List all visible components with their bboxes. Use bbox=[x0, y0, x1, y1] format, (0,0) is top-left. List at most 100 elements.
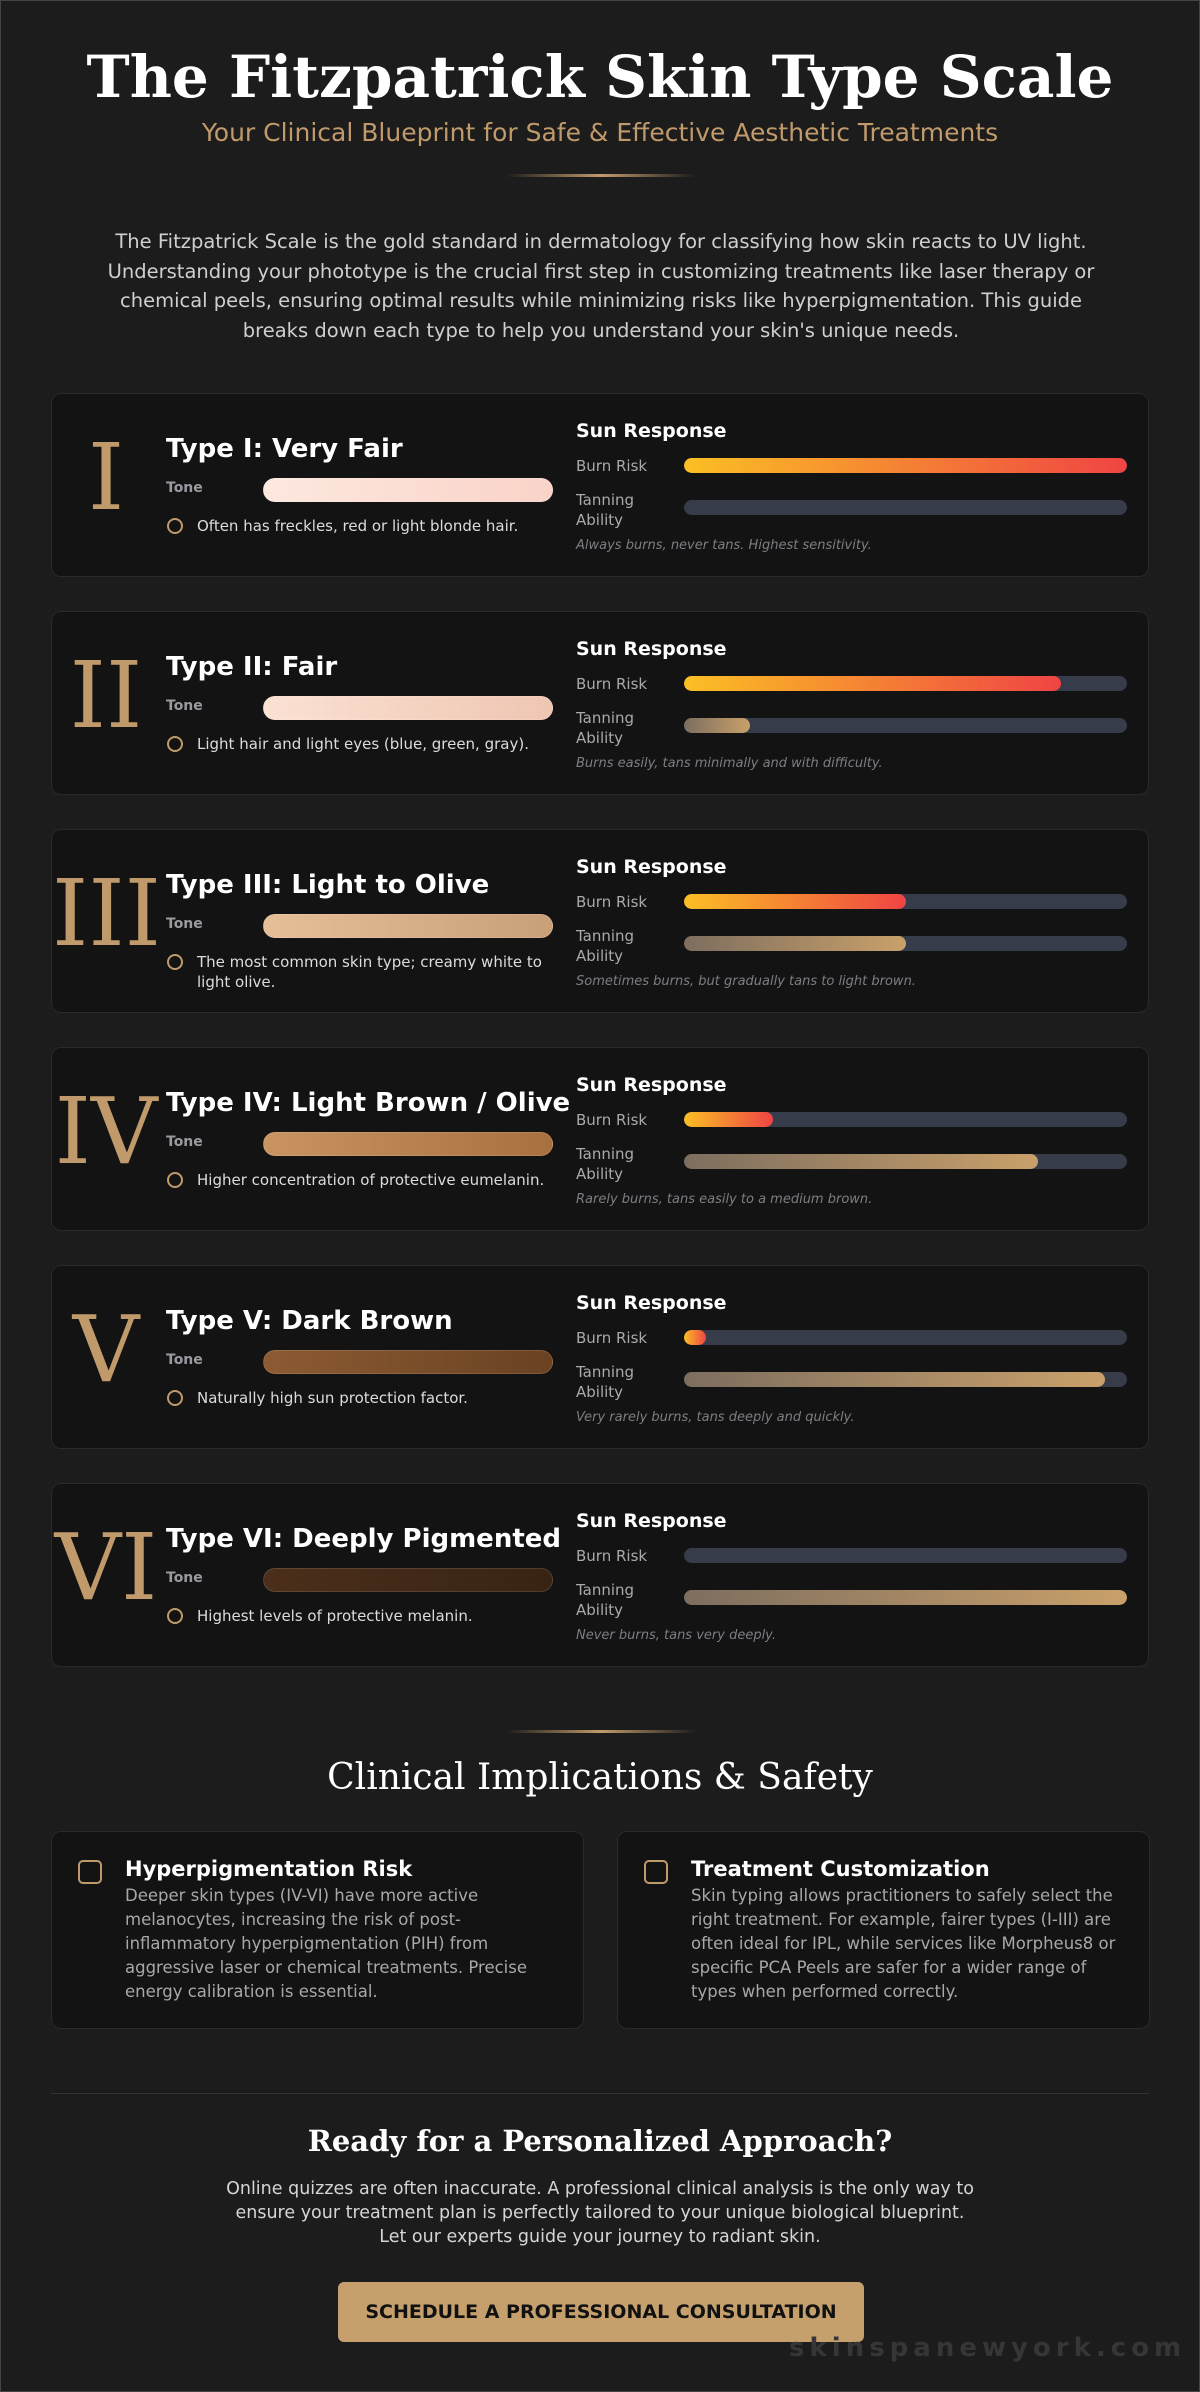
type-name: Type I: Very Fair bbox=[166, 434, 403, 464]
cta-title: Ready for a Personalized Approach? bbox=[307, 2124, 893, 2158]
sun-heading: Sun Response bbox=[576, 856, 727, 878]
type-card: I Type I: Very Fair Tone Often has freckles… bbox=[51, 393, 1149, 577]
tone-swatch bbox=[263, 1568, 553, 1592]
type-card: II Type II: Fair Tone Light hair and light … bbox=[51, 611, 1149, 795]
type-name: Type V: Dark Brown bbox=[166, 1306, 453, 1336]
burn-label: Burn Risk bbox=[576, 1111, 648, 1129]
separator bbox=[51, 2093, 1149, 2094]
title: The Fitzpatrick Skin Type Scale bbox=[86, 43, 1114, 111]
burn-bar bbox=[684, 1330, 707, 1345]
type-card: VI Type VI: Deeply Pigmented Tone Highest l… bbox=[51, 1483, 1149, 1667]
burn-bar bbox=[684, 1112, 773, 1127]
tone-swatch bbox=[263, 1350, 553, 1374]
tone-swatch bbox=[263, 696, 553, 720]
numeral: I bbox=[87, 424, 125, 531]
tan-bar bbox=[684, 1372, 1105, 1387]
divider bbox=[506, 1730, 696, 1733]
icon bbox=[78, 1860, 102, 1884]
numeral: VI bbox=[54, 1514, 158, 1621]
sun-heading: Sun Response bbox=[576, 420, 727, 442]
sun-heading: Sun Response bbox=[576, 1292, 727, 1314]
summary: Always burns, never tans. Highest sensit… bbox=[576, 538, 872, 553]
bar-track bbox=[684, 458, 1127, 473]
bar-track bbox=[684, 1372, 1127, 1387]
icon bbox=[167, 1390, 183, 1406]
intro: The Fitzpatrick Scale is the gold standa… bbox=[107, 230, 1095, 342]
card-title: Hyperpigmentation Risk bbox=[125, 1857, 413, 1881]
numeral: II bbox=[69, 642, 143, 749]
summary: Rarely burns, tans easily to a medium br… bbox=[576, 1192, 873, 1207]
tone-label: Tone bbox=[166, 1134, 203, 1150]
tone-swatch bbox=[263, 914, 553, 938]
summary: Never burns, tans very deeply. bbox=[576, 1628, 777, 1643]
bar-track bbox=[684, 894, 1127, 909]
icon bbox=[644, 1860, 668, 1884]
icon bbox=[167, 1172, 183, 1188]
tone-label: Tone bbox=[166, 916, 203, 932]
icon bbox=[167, 954, 183, 970]
tan-label: Tanning Ability bbox=[576, 709, 635, 747]
tan-label: Tanning Ability bbox=[576, 491, 635, 529]
bar-track bbox=[684, 1590, 1127, 1605]
note: Highest levels of protective melanin. bbox=[197, 1607, 473, 1625]
burn-label: Burn Risk bbox=[576, 1329, 648, 1347]
type-name: Type IV: Light Brown / Olive bbox=[166, 1088, 571, 1118]
tan-bar bbox=[684, 1154, 1039, 1169]
bar-track bbox=[684, 1548, 1127, 1563]
card-text: Deeper skin types (IV-VI) have more acti… bbox=[125, 1886, 528, 2001]
burn-bar bbox=[684, 894, 906, 909]
type-name: Type VI: Deeply Pigmented bbox=[166, 1524, 562, 1554]
tan-bar bbox=[684, 1590, 1127, 1605]
bar-track bbox=[684, 936, 1127, 951]
bar-track bbox=[684, 1330, 1127, 1345]
icon bbox=[167, 736, 183, 752]
burn-bar bbox=[684, 676, 1061, 691]
burn-label: Burn Risk bbox=[576, 893, 648, 911]
numeral: IV bbox=[54, 1078, 158, 1185]
sun-heading: Sun Response bbox=[576, 638, 727, 660]
section-title: Clinical Implications & Safety bbox=[327, 1757, 873, 1798]
bar-track bbox=[684, 1112, 1127, 1127]
burn-label: Burn Risk bbox=[576, 675, 648, 693]
summary: Very rarely burns, tans deeply and quick… bbox=[576, 1410, 855, 1425]
note: The most common skin type; creamy white … bbox=[197, 953, 542, 991]
tan-label: Tanning Ability bbox=[576, 927, 635, 965]
burn-label: Burn Risk bbox=[576, 457, 648, 475]
numeral: III bbox=[52, 860, 162, 967]
tone-swatch bbox=[263, 1132, 553, 1156]
bar-track bbox=[684, 718, 1127, 733]
burn-label: Burn Risk bbox=[576, 1547, 648, 1565]
cta-button[interactable]: SCHEDULE A PROFESSIONAL CONSULTATION bbox=[338, 2282, 864, 2342]
note: Naturally high sun protection factor. bbox=[197, 1389, 468, 1407]
subtitle: Your Clinical Blueprint for Safe & Effec… bbox=[201, 118, 999, 147]
burn-bar bbox=[684, 458, 1127, 473]
divider bbox=[506, 174, 696, 177]
bar-track bbox=[684, 676, 1127, 691]
bar-track bbox=[684, 500, 1127, 515]
type-card: III Type III: Light to Olive Tone The most … bbox=[51, 829, 1149, 1013]
tan-bar bbox=[684, 718, 751, 733]
type-card: V Type V: Dark Brown Tone Naturally high su… bbox=[51, 1265, 1149, 1449]
tone-swatch bbox=[263, 478, 553, 502]
tone-label: Tone bbox=[166, 698, 203, 714]
note: Higher concentration of protective eumel… bbox=[197, 1171, 545, 1189]
tone-label: Tone bbox=[166, 480, 203, 496]
icon bbox=[167, 518, 183, 534]
note: Light hair and light eyes (blue, green, … bbox=[197, 735, 529, 753]
card-text: Skin typing allows practitioners to safe… bbox=[691, 1886, 1116, 2001]
type-name: Type III: Light to Olive bbox=[166, 870, 490, 900]
tan-label: Tanning Ability bbox=[576, 1363, 635, 1401]
tone-label: Tone bbox=[166, 1570, 203, 1586]
card-title: Treatment Customization bbox=[691, 1857, 990, 1881]
sun-heading: Sun Response bbox=[576, 1510, 727, 1532]
type-name: Type II: Fair bbox=[166, 652, 338, 682]
bar-track bbox=[684, 1154, 1127, 1169]
cta-text: Online quizzes are often inaccurate. A p… bbox=[226, 2179, 974, 2247]
summary: Burns easily, tans minimally and with di… bbox=[576, 756, 883, 771]
summary: Sometimes burns, but gradually tans to l… bbox=[576, 974, 916, 989]
implication-card: Treatment Customization Skin typing allow… bbox=[617, 1831, 1150, 2029]
icon bbox=[167, 1608, 183, 1624]
sun-heading: Sun Response bbox=[576, 1074, 727, 1096]
tone-label: Tone bbox=[166, 1352, 203, 1368]
